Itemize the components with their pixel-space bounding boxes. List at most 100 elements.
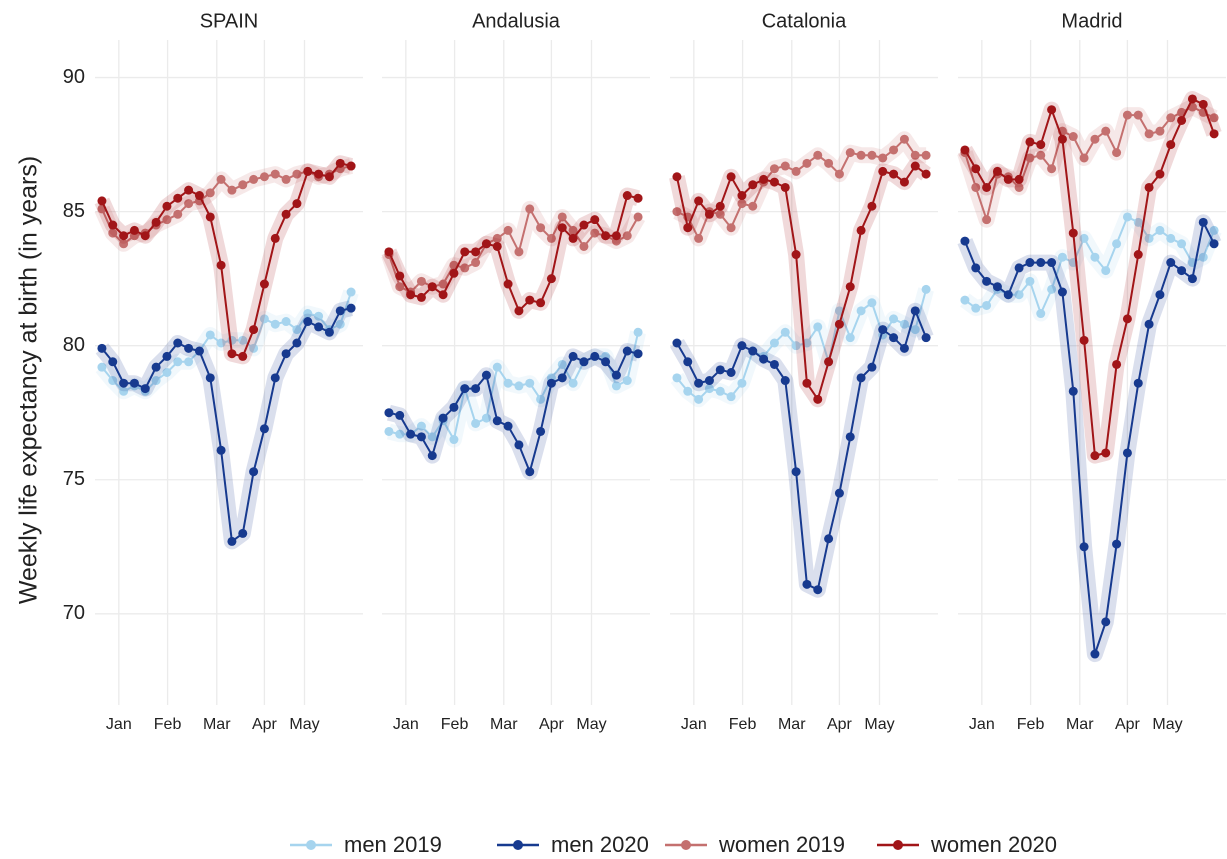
point [1144, 182, 1154, 192]
point [813, 322, 823, 332]
point [249, 467, 259, 477]
point [1177, 115, 1187, 125]
point [108, 220, 118, 230]
point [216, 174, 226, 184]
point [672, 207, 682, 217]
point [557, 223, 567, 233]
point [726, 223, 736, 233]
point [184, 357, 194, 367]
point [384, 426, 394, 436]
point [427, 451, 437, 461]
point [249, 325, 259, 335]
point [672, 172, 682, 182]
x-tick-label: Mar [203, 716, 231, 733]
point [238, 335, 248, 345]
point [525, 467, 535, 477]
series-line [676, 137, 927, 241]
point [108, 376, 118, 386]
point [1047, 105, 1057, 115]
y-tick-label: 85 [63, 200, 85, 222]
point [536, 223, 546, 233]
point [824, 534, 834, 544]
point [270, 169, 280, 179]
point [140, 231, 150, 241]
point [438, 413, 448, 423]
point [108, 228, 118, 238]
point [889, 145, 899, 155]
ribbon [669, 158, 931, 408]
point [314, 169, 324, 179]
point [1090, 451, 1100, 461]
point [1112, 148, 1122, 158]
point [982, 276, 992, 286]
point [119, 386, 129, 396]
point [471, 258, 481, 268]
point [292, 325, 302, 335]
point [694, 233, 704, 243]
point [1101, 448, 1111, 458]
point [270, 319, 280, 329]
point [536, 298, 546, 308]
point [184, 343, 194, 353]
point [845, 148, 855, 158]
x-tick-label: Apr [539, 716, 565, 733]
point [216, 445, 226, 455]
point [715, 386, 725, 396]
point [1177, 266, 1187, 276]
point [1090, 252, 1100, 262]
point [216, 338, 226, 348]
point [238, 528, 248, 538]
y-tick-label: 90 [63, 66, 85, 88]
point [460, 384, 470, 394]
point [1209, 239, 1219, 249]
point [1209, 225, 1219, 235]
point [492, 233, 502, 243]
panel-title: SPAIN [200, 10, 259, 32]
point [867, 201, 877, 211]
point [395, 282, 405, 292]
x-tick-label: Mar [1066, 716, 1094, 733]
point [845, 333, 855, 343]
point [119, 378, 129, 388]
point [1068, 132, 1078, 142]
y-axis-label: Weekly life expectancy at birth (in year… [15, 156, 43, 604]
x-tick-label: Apr [1115, 716, 1141, 733]
point [694, 196, 704, 206]
point [1122, 212, 1132, 222]
point [503, 279, 513, 289]
point [769, 164, 779, 174]
point [971, 303, 981, 313]
point [921, 169, 931, 179]
point [769, 338, 779, 348]
point [579, 220, 589, 230]
point [715, 201, 725, 211]
point [683, 386, 693, 396]
legend-label: women 2019 [718, 832, 845, 857]
point [899, 177, 909, 187]
x-tick-label: Jan [106, 716, 132, 733]
point [921, 284, 931, 294]
point [568, 351, 578, 361]
point [557, 373, 567, 383]
point [633, 327, 643, 337]
point [834, 488, 844, 498]
point [899, 134, 909, 144]
point [856, 373, 866, 383]
point [1047, 284, 1057, 294]
point [633, 349, 643, 359]
x-tick-label: Mar [778, 716, 806, 733]
point [780, 376, 790, 386]
point [281, 317, 291, 327]
legend-label: men 2020 [551, 832, 649, 857]
point [683, 357, 693, 367]
point [346, 287, 356, 297]
point [1198, 217, 1208, 227]
point [960, 236, 970, 246]
point [824, 158, 834, 168]
point [449, 402, 459, 412]
point [856, 306, 866, 316]
point [971, 182, 981, 192]
point [910, 306, 920, 316]
point [622, 376, 632, 386]
point [1101, 266, 1111, 276]
